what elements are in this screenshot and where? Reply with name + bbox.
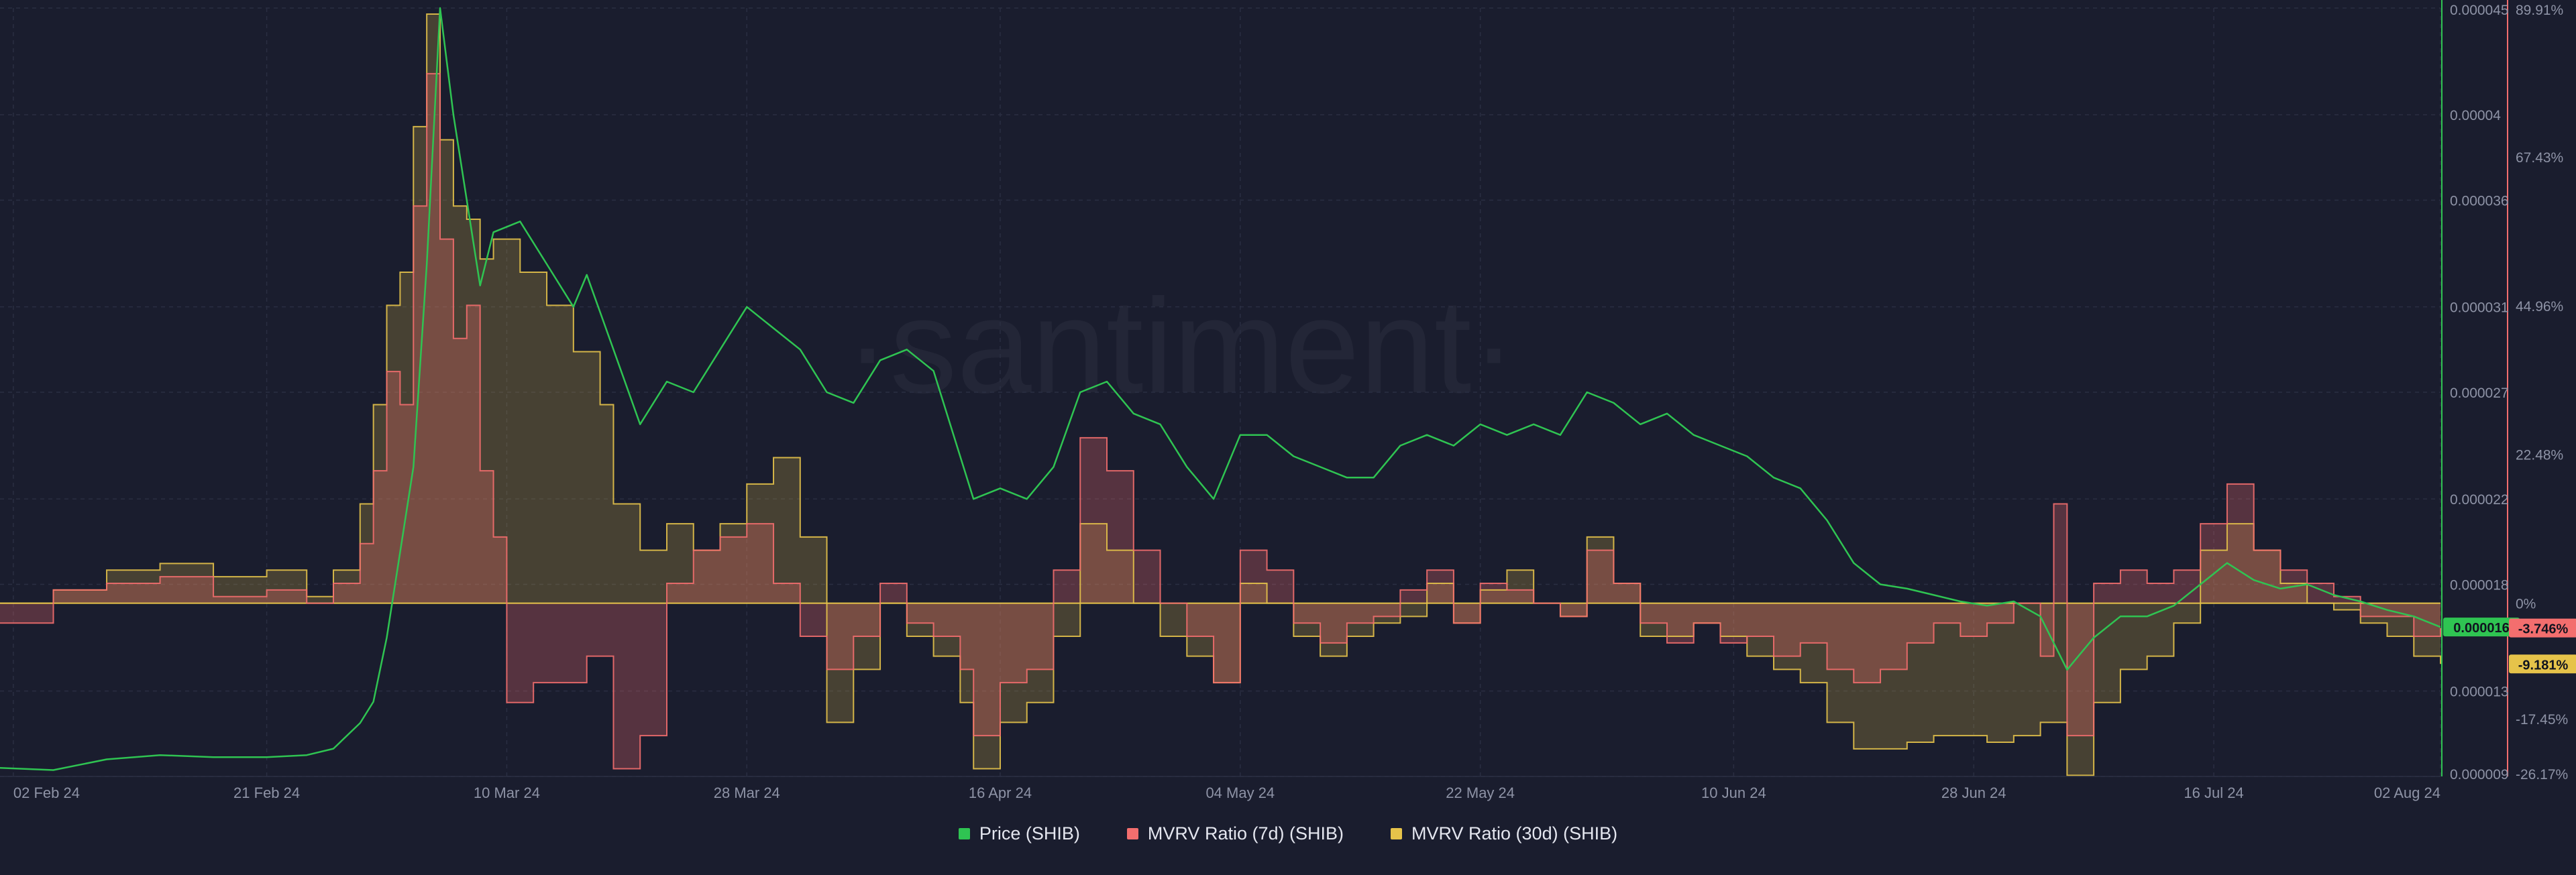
mvrv-7d-last-value: -3.746% xyxy=(2518,622,2569,637)
mvrv-tick-label: 67.43% xyxy=(2516,150,2563,166)
x-tick-label: 22 May 24 xyxy=(1446,784,1515,801)
x-tick-label: 10 Mar 24 xyxy=(474,784,540,801)
x-tick-label: 16 Jul 24 xyxy=(2184,784,2243,801)
x-tick-label: 02 Aug 24 xyxy=(2374,784,2440,801)
mvrv-tick-label: 44.96% xyxy=(2516,299,2563,314)
legend-swatch-mvrv-7d xyxy=(1127,828,1138,839)
legend-item-price[interactable]: Price (SHIB) xyxy=(959,823,1080,844)
price-tick-label: 0.000022 xyxy=(2450,492,2509,508)
x-axis-ticks: 02 Feb 24 21 Feb 24 10 Mar 24 28 Mar 24 16 A… xyxy=(13,784,2440,801)
x-tick-label: 28 Mar 24 xyxy=(714,784,780,801)
price-tick-label: 0.000036 xyxy=(2450,194,2509,209)
x-tick-label: 16 Apr 24 xyxy=(969,784,1032,801)
price-tick-label: 0.000013 xyxy=(2450,685,2509,700)
legend-item-mvrv-30d[interactable]: MVRV Ratio (30d) (SHIB) xyxy=(1391,823,1617,844)
price-tick-label: 0.00004 xyxy=(2450,108,2501,123)
price-tick-label: 0.000027 xyxy=(2450,386,2509,401)
price-last-value: 0.000016 xyxy=(2453,621,2509,636)
mvrv-tick-label: 89.91% xyxy=(2516,3,2563,18)
watermark: ·santiment· xyxy=(845,272,1516,421)
mvrv-7d-area xyxy=(0,74,2440,769)
mvrv-30d-last-value: -9.181% xyxy=(2518,658,2569,673)
price-tick-label: 0.000018 xyxy=(2450,578,2509,593)
x-tick-label: 21 Feb 24 xyxy=(233,784,300,801)
x-tick-label: 02 Feb 24 xyxy=(13,784,80,801)
mvrv-tick-label: -26.17% xyxy=(2516,767,2568,782)
legend-label-price: Price (SHIB) xyxy=(979,823,1080,844)
mvrv-tick-label: -17.45% xyxy=(2516,712,2568,727)
x-tick-label: 10 Jun 24 xyxy=(1701,784,1766,801)
legend-item-mvrv-7d[interactable]: MVRV Ratio (7d) (SHIB) xyxy=(1127,823,1344,844)
x-tick-label: 28 Jun 24 xyxy=(1941,784,2006,801)
legend-label-mvrv-30d: MVRV Ratio (30d) (SHIB) xyxy=(1411,823,1617,844)
mvrv-tick-label: 22.48% xyxy=(2516,448,2563,463)
mvrv-tick-label: 0% xyxy=(2516,597,2536,612)
legend-swatch-price xyxy=(959,828,970,839)
last-value-badges: 0.000016 -3.746% -9.181% xyxy=(2443,618,2576,673)
price-tick-label: 0.000031 xyxy=(2450,300,2509,316)
price-tick-label: 0.000045 xyxy=(2450,3,2509,18)
legend-label-mvrv-7d: MVRV Ratio (7d) (SHIB) xyxy=(1148,823,1344,844)
x-tick-label: 04 May 24 xyxy=(1205,784,1275,801)
price-tick-label: 0.000009 xyxy=(2450,767,2509,782)
price-axis-ticks: 0.000045 0.00004 0.000036 0.000031 0.000027 0… xyxy=(2450,3,2509,782)
legend-swatch-mvrv-30d xyxy=(1391,828,1402,839)
legend: Price (SHIB) MVRV Ratio (7d) (SHIB) MVRV… xyxy=(0,823,2576,844)
